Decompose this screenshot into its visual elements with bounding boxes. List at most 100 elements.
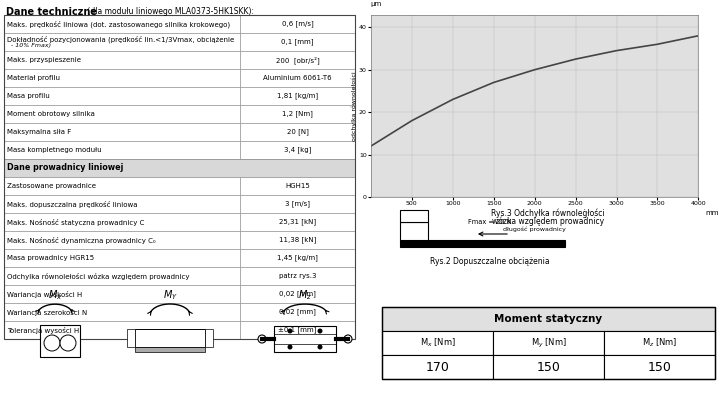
Bar bbox=[4, 231, 240, 249]
Bar bbox=[240, 231, 355, 249]
Circle shape bbox=[318, 344, 323, 349]
Text: 3 [m/s]: 3 [m/s] bbox=[285, 200, 310, 208]
Text: 1,81 [kg/m]: 1,81 [kg/m] bbox=[277, 93, 318, 99]
Text: 20 [N]: 20 [N] bbox=[287, 129, 308, 135]
Bar bbox=[382, 307, 715, 379]
Bar bbox=[493, 355, 604, 379]
Bar bbox=[240, 177, 355, 195]
Bar bbox=[4, 177, 240, 195]
Bar bbox=[240, 141, 355, 159]
Bar bbox=[240, 123, 355, 141]
Text: $M_x$: $M_x$ bbox=[48, 288, 62, 302]
Text: 1,45 [kg/m]: 1,45 [kg/m] bbox=[277, 255, 318, 261]
Bar bbox=[240, 249, 355, 267]
Circle shape bbox=[44, 335, 60, 351]
Text: Rys.3 Odchyłka równoleġłości: Rys.3 Odchyłka równoleġłości bbox=[491, 208, 605, 217]
Bar bbox=[382, 355, 493, 379]
Text: długość prowadnicy: długość prowadnicy bbox=[503, 226, 566, 232]
Bar bbox=[493, 331, 604, 355]
Text: Masa profilu: Masa profilu bbox=[7, 93, 50, 99]
Text: 200  [obr/s²]: 200 [obr/s²] bbox=[276, 56, 320, 64]
Text: Odchylka równolełości wózka względem prowadnicy: Odchylka równolełości wózka względem pro… bbox=[7, 273, 189, 279]
Bar bbox=[4, 267, 240, 285]
Bar bbox=[240, 105, 355, 123]
Circle shape bbox=[287, 329, 292, 334]
Text: Maks. przyspieszenie: Maks. przyspieszenie bbox=[7, 57, 81, 63]
Text: 25,31 [kN]: 25,31 [kN] bbox=[279, 219, 316, 225]
Bar bbox=[274, 326, 336, 352]
Text: Maks. Nośność statyczna prowadnicy C: Maks. Nośność statyczna prowadnicy C bbox=[7, 219, 145, 225]
Text: Masa prowadnicy HGR15: Masa prowadnicy HGR15 bbox=[7, 255, 94, 261]
Bar bbox=[400, 222, 428, 240]
Text: (dla modułu liniowego MLA0373-5HK1SKK):: (dla modułu liniowego MLA0373-5HK1SKK): bbox=[85, 7, 254, 16]
Text: 150: 150 bbox=[647, 361, 672, 374]
Circle shape bbox=[344, 335, 352, 343]
Text: 0,02 [mm]: 0,02 [mm] bbox=[279, 309, 316, 315]
Text: 150: 150 bbox=[536, 361, 560, 374]
Text: 0,6 [m/s]: 0,6 [m/s] bbox=[282, 21, 313, 27]
Text: ±0,1 [mm]: ±0,1 [mm] bbox=[279, 327, 317, 333]
Text: Rys.2 Dopuszczalne obciążenia: Rys.2 Dopuszczalne obciążenia bbox=[430, 257, 550, 266]
Text: patrz rys.3: patrz rys.3 bbox=[279, 273, 316, 279]
Bar bbox=[4, 105, 240, 123]
Bar bbox=[4, 195, 240, 213]
Text: 11,38 [kN]: 11,38 [kN] bbox=[279, 237, 316, 243]
Text: Wariancja szerokości N: Wariancja szerokości N bbox=[7, 308, 87, 315]
Bar bbox=[400, 210, 428, 222]
Bar bbox=[240, 321, 355, 339]
Text: Aluminium 6061-T6: Aluminium 6061-T6 bbox=[264, 75, 332, 81]
Bar bbox=[4, 87, 240, 105]
Bar bbox=[240, 87, 355, 105]
Text: $M_Y$: $M_Y$ bbox=[163, 288, 178, 302]
Bar bbox=[4, 33, 240, 51]
Text: M$_y$ [Nm]: M$_y$ [Nm] bbox=[531, 337, 567, 349]
Circle shape bbox=[60, 335, 76, 351]
Text: Maks. prędkość liniowa (dot. zastosowanego silnika krokowego): Maks. prędkość liniowa (dot. zastosowane… bbox=[7, 20, 230, 28]
Text: 170: 170 bbox=[426, 361, 449, 374]
Text: M$_z$ [Nm]: M$_z$ [Nm] bbox=[642, 337, 678, 349]
Text: Zastosowane prowadnice: Zastosowane prowadnice bbox=[7, 183, 96, 189]
Y-axis label: odchylka równolełości: odchylka równolełości bbox=[352, 71, 357, 141]
Bar bbox=[400, 240, 565, 247]
Bar bbox=[135, 347, 205, 352]
Text: mm: mm bbox=[705, 210, 719, 216]
Bar bbox=[604, 331, 715, 355]
Text: 3,4 [kg]: 3,4 [kg] bbox=[284, 146, 311, 154]
Bar bbox=[40, 325, 80, 357]
Bar bbox=[4, 321, 240, 339]
Circle shape bbox=[318, 329, 323, 334]
Text: $M_z$: $M_z$ bbox=[298, 288, 312, 302]
Text: Maksymalna siła F: Maksymalna siła F bbox=[7, 129, 71, 135]
Text: Dokładność pozycjonowania (prędkość lin.<1/3Vmax, obciążenie: Dokładność pozycjonowania (prędkość lin.… bbox=[7, 35, 234, 43]
Text: wózka względem prowadnicy: wózka względem prowadnicy bbox=[492, 216, 604, 225]
Text: Dane techniczne: Dane techniczne bbox=[6, 7, 97, 17]
Text: Maks. dopuszczalna prędkość liniowa: Maks. dopuszczalna prędkość liniowa bbox=[7, 200, 138, 208]
Text: Materiał profilu: Materiał profilu bbox=[7, 75, 60, 81]
Bar bbox=[4, 123, 240, 141]
Text: μm: μm bbox=[371, 1, 382, 7]
Bar bbox=[135, 329, 205, 347]
Bar bbox=[4, 249, 240, 267]
Text: Wariancja wyskości H: Wariancja wyskości H bbox=[7, 290, 82, 298]
Bar bbox=[240, 303, 355, 321]
Bar bbox=[382, 331, 493, 355]
Text: HGH15: HGH15 bbox=[285, 183, 310, 189]
Text: Moment statyczny: Moment statyczny bbox=[495, 314, 603, 324]
Bar bbox=[205, 329, 213, 347]
Bar bbox=[240, 213, 355, 231]
Text: Tolerancja wysości H: Tolerancja wysości H bbox=[7, 327, 79, 334]
Bar bbox=[4, 159, 355, 177]
Bar bbox=[240, 195, 355, 213]
Text: - 10% Fmax): - 10% Fmax) bbox=[7, 44, 51, 49]
Text: Dane prowadnicy liniowej: Dane prowadnicy liniowej bbox=[7, 164, 123, 173]
Text: Maks. Nośność dynamiczna prowadnicy C₀: Maks. Nośność dynamiczna prowadnicy C₀ bbox=[7, 237, 156, 244]
Bar bbox=[240, 15, 355, 33]
Bar bbox=[240, 267, 355, 285]
Bar bbox=[240, 69, 355, 87]
Bar bbox=[4, 303, 240, 321]
Bar bbox=[4, 285, 240, 303]
Bar bbox=[4, 15, 355, 339]
Bar bbox=[240, 33, 355, 51]
Bar bbox=[604, 355, 715, 379]
Text: 0,1 [mm]: 0,1 [mm] bbox=[282, 39, 314, 45]
